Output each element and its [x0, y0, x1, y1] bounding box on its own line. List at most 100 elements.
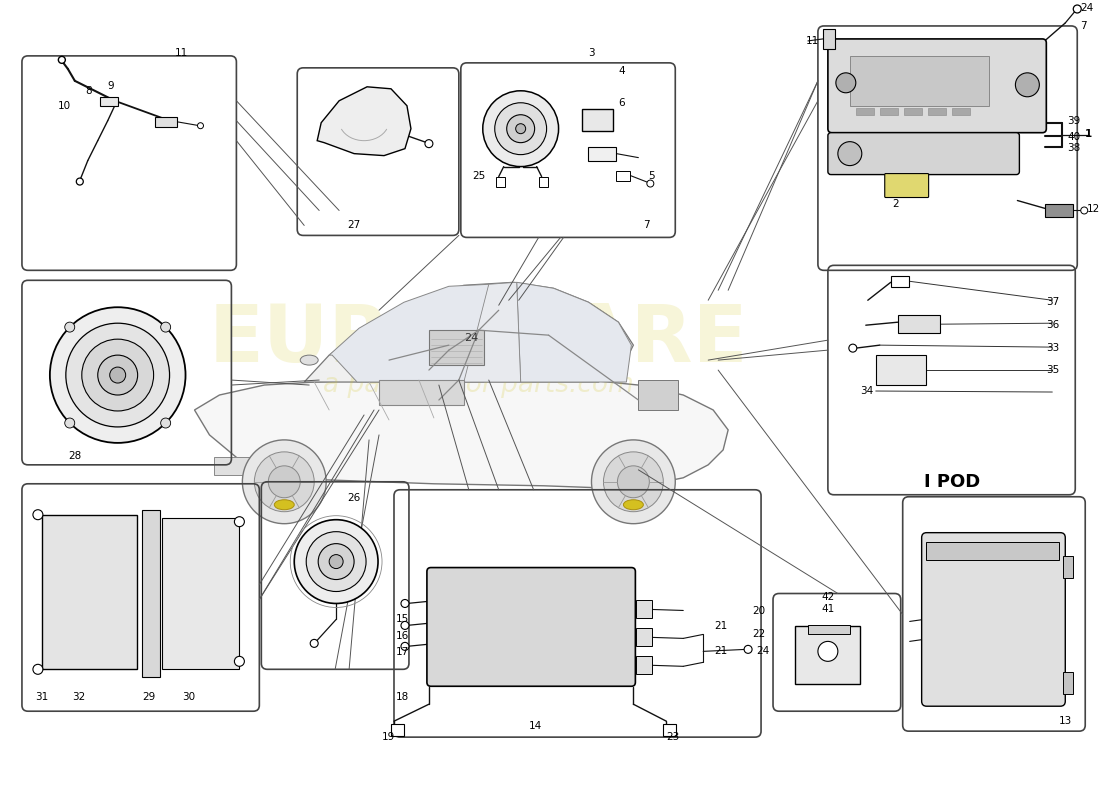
Circle shape [254, 452, 315, 512]
Circle shape [402, 622, 409, 630]
Text: 7: 7 [1080, 21, 1087, 31]
Circle shape [1080, 207, 1088, 214]
FancyBboxPatch shape [922, 533, 1065, 706]
Text: 11: 11 [806, 36, 820, 46]
Text: 7: 7 [644, 221, 650, 230]
Text: 28: 28 [68, 451, 81, 461]
Circle shape [647, 180, 653, 187]
Circle shape [507, 114, 535, 142]
Circle shape [1015, 73, 1040, 97]
Bar [637, 629, 652, 646]
Text: 15: 15 [396, 614, 409, 625]
Bar [898, 315, 939, 333]
Text: 30: 30 [183, 692, 196, 702]
Text: 36: 36 [1046, 320, 1059, 330]
Bar [925, 542, 1059, 559]
Text: 25: 25 [472, 170, 485, 181]
Text: 12: 12 [1087, 205, 1100, 214]
Circle shape [838, 142, 861, 166]
Text: 2: 2 [893, 199, 900, 210]
Text: 14: 14 [529, 721, 542, 731]
Bar [891, 276, 909, 287]
Text: 10: 10 [58, 101, 72, 110]
Circle shape [329, 554, 343, 569]
Bar [616, 170, 630, 181]
Bar [429, 330, 484, 365]
Circle shape [98, 355, 138, 395]
Text: 29: 29 [143, 692, 156, 702]
Circle shape [604, 452, 663, 512]
Bar [880, 108, 898, 114]
Circle shape [242, 440, 327, 524]
Circle shape [198, 122, 204, 129]
Circle shape [836, 73, 856, 93]
Text: 34: 34 [860, 386, 873, 396]
Polygon shape [517, 282, 631, 382]
Polygon shape [464, 282, 520, 382]
Text: 26: 26 [348, 493, 361, 502]
Text: 17: 17 [396, 647, 409, 658]
Circle shape [617, 466, 649, 498]
Text: a passion for parts.com: a passion for parts.com [323, 372, 635, 398]
Circle shape [495, 102, 547, 154]
Circle shape [402, 599, 409, 607]
Bar [379, 380, 464, 405]
Text: 20: 20 [752, 606, 766, 617]
Bar [952, 108, 969, 114]
Circle shape [161, 418, 170, 428]
Circle shape [744, 646, 752, 654]
Text: 6: 6 [618, 98, 625, 108]
Bar [1064, 672, 1074, 694]
Text: 38: 38 [1067, 142, 1080, 153]
Circle shape [318, 544, 354, 579]
Bar [663, 724, 676, 736]
Text: 31: 31 [35, 692, 48, 702]
Bar [927, 108, 946, 114]
Circle shape [58, 56, 65, 63]
Circle shape [234, 656, 244, 666]
Bar [142, 510, 160, 678]
Text: 19: 19 [382, 732, 395, 742]
Circle shape [33, 664, 43, 674]
Polygon shape [305, 282, 634, 382]
Text: 21: 21 [714, 646, 727, 656]
Bar [42, 514, 136, 670]
Text: 32: 32 [72, 692, 85, 702]
Bar [390, 724, 404, 736]
Polygon shape [195, 376, 728, 488]
Text: 16: 16 [396, 631, 409, 642]
FancyBboxPatch shape [884, 174, 928, 198]
Text: 3: 3 [588, 48, 595, 58]
Circle shape [310, 639, 318, 647]
Text: 13: 13 [1059, 716, 1072, 726]
Text: 5: 5 [648, 170, 654, 181]
Text: 42: 42 [822, 593, 835, 602]
Text: 8: 8 [85, 86, 91, 96]
Text: 4: 4 [618, 66, 625, 76]
Text: 24: 24 [756, 646, 769, 656]
Bar [582, 109, 614, 130]
Text: 41: 41 [822, 605, 835, 614]
Bar [496, 177, 505, 186]
Circle shape [818, 642, 838, 662]
Circle shape [268, 466, 300, 498]
Bar [1064, 556, 1074, 578]
Ellipse shape [624, 500, 644, 510]
Bar [1045, 203, 1074, 218]
Bar [539, 177, 548, 186]
Bar [904, 108, 922, 114]
Bar [100, 97, 118, 106]
Circle shape [76, 178, 84, 185]
Ellipse shape [300, 355, 318, 365]
Text: 24: 24 [1080, 3, 1093, 13]
Ellipse shape [274, 500, 294, 510]
Text: 11: 11 [175, 48, 188, 58]
Circle shape [65, 322, 75, 332]
Circle shape [294, 520, 378, 603]
Bar [637, 601, 652, 618]
Bar [638, 380, 679, 410]
Bar [856, 108, 873, 114]
Bar [876, 355, 925, 385]
Text: 33: 33 [1046, 343, 1059, 353]
Circle shape [425, 140, 433, 148]
